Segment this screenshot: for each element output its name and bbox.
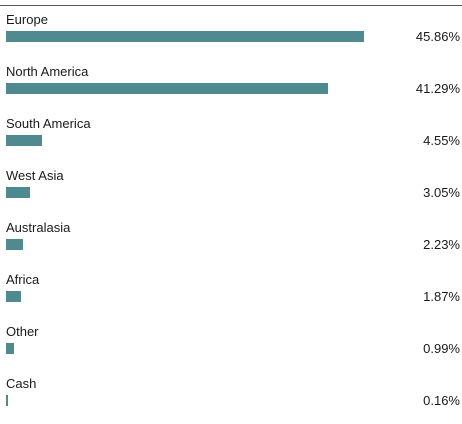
bar: [6, 135, 42, 146]
bar: [6, 187, 30, 198]
category-label: North America: [6, 64, 89, 79]
category-label: Other: [6, 324, 39, 339]
bar-track: [6, 291, 396, 302]
value-label: 4.55%: [423, 133, 460, 148]
bar-track: [6, 135, 396, 146]
bar-track: [6, 343, 396, 354]
value-label: 45.86%: [415, 29, 460, 44]
value-label: 0.16%: [423, 393, 460, 408]
category-label: Africa: [6, 272, 40, 287]
value-label: 1.87%: [423, 289, 460, 304]
chart-row: North America 41.29%: [0, 60, 462, 112]
bar: [6, 31, 364, 42]
chart-row: Australasia 2.23%: [0, 216, 462, 268]
top-rule: [0, 5, 462, 6]
category-label: Cash: [6, 376, 37, 391]
bar: [6, 343, 14, 354]
chart-row: Other 0.99%: [0, 320, 462, 372]
bar-track: [6, 31, 396, 42]
value-label: 0.99%: [423, 341, 460, 356]
bar-chart: Europe 45.86% North America 41.29% South…: [0, 8, 462, 424]
bar-track: [6, 83, 396, 94]
chart-row: West Asia 3.05%: [0, 164, 462, 216]
category-label: West Asia: [6, 168, 64, 183]
value-label: 3.05%: [423, 185, 460, 200]
bar-track: [6, 395, 396, 406]
category-label: South America: [6, 116, 91, 131]
bar: [6, 239, 24, 250]
value-label: 2.23%: [423, 237, 460, 252]
bar: [6, 83, 329, 94]
chart-row: South America 4.55%: [0, 112, 462, 164]
chart-row: Cash 0.16%: [0, 372, 462, 424]
chart-row: Europe 45.86%: [0, 8, 462, 60]
category-label: Europe: [6, 12, 48, 27]
value-label: 41.29%: [415, 81, 460, 96]
bar-track: [6, 239, 396, 250]
chart-row: Africa 1.87%: [0, 268, 462, 320]
bar: [6, 395, 8, 406]
category-label: Australasia: [6, 220, 71, 235]
bar-track: [6, 187, 396, 198]
bar: [6, 291, 21, 302]
